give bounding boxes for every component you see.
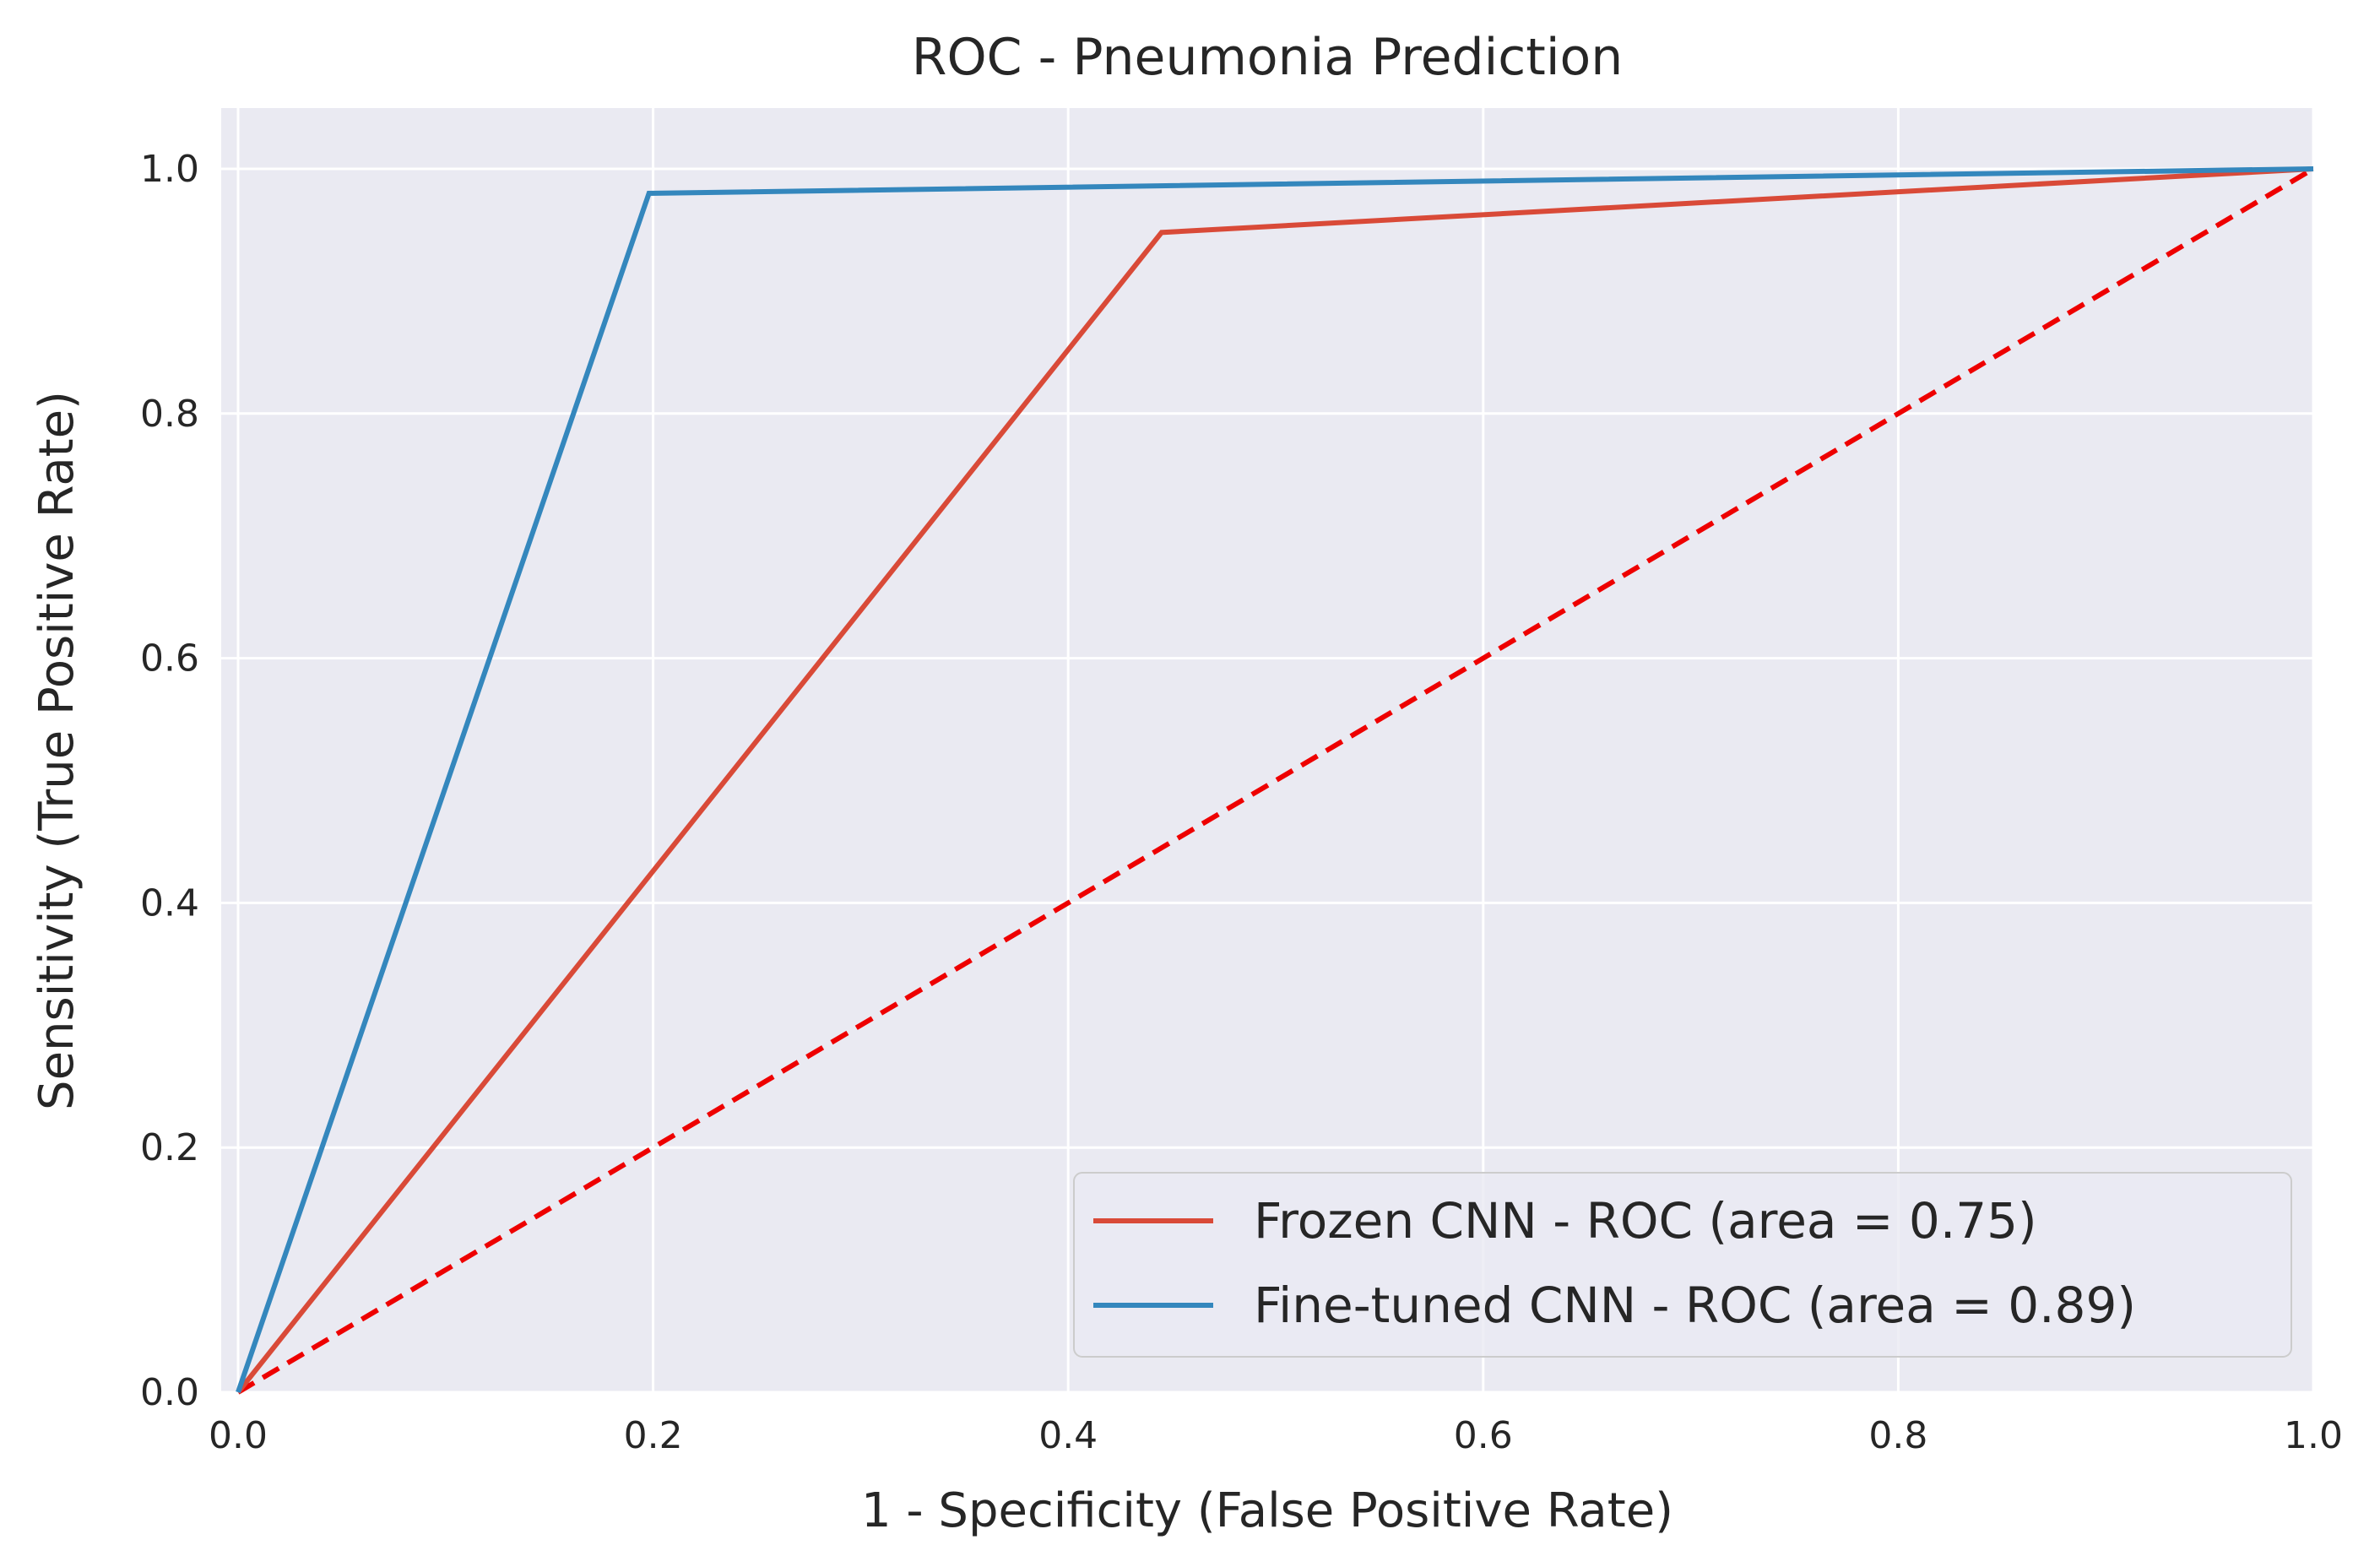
y-axis-label: Sensitivity (True Positive Rate)	[30, 391, 84, 1110]
x-tick-labels: 0.0 0.2 0.4 0.6 0.8 1.0	[209, 1414, 2343, 1457]
legend-box	[1073, 1172, 2292, 1358]
y-tick-label: 0.6	[140, 637, 199, 680]
y-tick-label: 0.2	[140, 1126, 199, 1169]
x-tick-label: 0.6	[1454, 1414, 1513, 1457]
legend: Frozen CNN - ROC (area = 0.75) Fine-tune…	[1073, 1172, 2292, 1358]
series-line-1	[236, 166, 2314, 1393]
x-tick-label: 0.4	[1038, 1414, 1098, 1457]
grid-lines	[221, 108, 2315, 1394]
x-tick-label: 1.0	[2284, 1414, 2343, 1457]
x-tick-label: 0.8	[1868, 1414, 1927, 1457]
y-tick-label: 0.4	[140, 881, 199, 924]
legend-label-frozen: Frozen CNN - ROC (area = 0.75)	[1254, 1192, 2037, 1250]
legend-label-finetuned: Fine-tuned CNN - ROC (area = 0.89)	[1254, 1277, 2136, 1334]
x-axis-label: 1 - Specificity (False Positive Rate)	[861, 1483, 1673, 1538]
y-tick-label: 1.0	[140, 148, 199, 191]
x-tick-label: 0.0	[209, 1414, 268, 1457]
x-tick-label: 0.2	[624, 1414, 683, 1457]
y-tick-labels: 0.0 0.2 0.4 0.6 0.8 1.0	[140, 148, 199, 1414]
y-tick-label: 0.8	[140, 393, 199, 436]
series-line-0	[236, 166, 2314, 1394]
chart-title: ROC - Pneumonia Prediction	[912, 28, 1623, 87]
y-tick-label: 0.0	[140, 1371, 199, 1414]
series-lines	[236, 166, 2314, 1394]
